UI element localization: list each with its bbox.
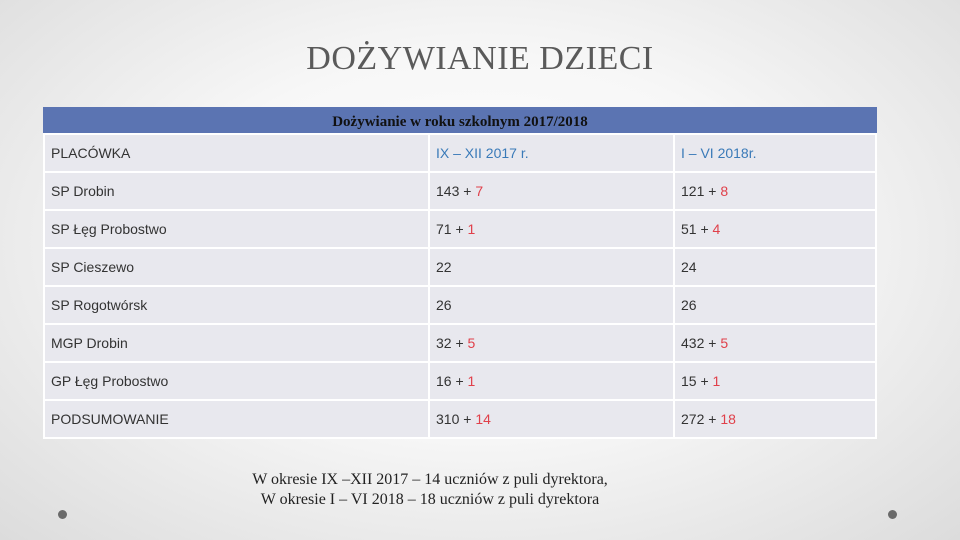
count-2017-cell: 32 + 5 [428, 323, 675, 363]
base-count: 32 [436, 335, 452, 351]
placowka-cell: PODSUMOWANIE [43, 399, 430, 439]
base-count: 310 [436, 411, 460, 427]
decorative-dot-right [888, 510, 897, 519]
table-row: GP Łęg Probostwo 16 + 1 15 + 1 [43, 361, 877, 401]
footer-line-2: W okresie I – VI 2018 – 18 uczniów z pul… [260, 491, 600, 508]
base-count: 26 [436, 297, 452, 313]
base-count: 16 [436, 373, 452, 389]
additional-count: 8 [720, 183, 729, 199]
plus-sign: + [704, 335, 721, 351]
table-row: SP Rogotwórsk 26 26 [43, 285, 877, 325]
plus-sign: + [451, 335, 468, 351]
placowka-cell: GP Łęg Probostwo [43, 361, 430, 401]
plus-sign: + [704, 183, 721, 199]
plus-sign: + [696, 221, 713, 237]
base-count: 22 [436, 259, 452, 275]
base-count: 121 [681, 183, 705, 199]
table-row: SP Drobin 143 + 7 121 + 8 [43, 171, 877, 211]
additional-count: 5 [467, 335, 476, 351]
count-2018-cell: 121 + 8 [673, 171, 877, 211]
additional-count: 7 [475, 183, 484, 199]
base-count: 24 [681, 259, 697, 275]
additional-count: 1 [467, 221, 476, 237]
table-title: Dożywianie w roku szkolnym 2017/2018 [43, 107, 877, 133]
count-2017-cell: 143 + 7 [428, 171, 675, 211]
base-count: 51 [681, 221, 697, 237]
slide-title: DOŻYWIANIE DZIECI [306, 40, 654, 77]
placowka-cell: SP Cieszewo [43, 247, 430, 287]
count-2017-cell: 16 + 1 [428, 361, 675, 401]
footer-note: W okresie IX –XII 2017 – 14 uczniów z pu… [0, 470, 860, 510]
plus-sign: + [704, 411, 721, 427]
table-header-row: PLACÓWKA IX – XII 2017 r. I – VI 2018r. [43, 133, 877, 173]
count-2018-cell: 24 [673, 247, 877, 287]
header-period-2017: IX – XII 2017 r. [428, 133, 675, 173]
footer-line-1: W okresie IX –XII 2017 – 14 uczniów z pu… [252, 471, 608, 488]
count-2017-cell: 22 [428, 247, 675, 287]
plus-sign: + [459, 411, 476, 427]
plus-sign: + [451, 373, 468, 389]
plus-sign: + [451, 221, 468, 237]
placowka-cell: MGP Drobin [43, 323, 430, 363]
additional-count: 1 [467, 373, 476, 389]
additional-count: 14 [475, 411, 491, 427]
base-count: 432 [681, 335, 705, 351]
plus-sign: + [696, 373, 713, 389]
base-count: 71 [436, 221, 452, 237]
additional-count: 1 [712, 373, 721, 389]
count-2017-cell: 26 [428, 285, 675, 325]
header-period-2018: I – VI 2018r. [673, 133, 877, 173]
placowka-cell: SP Rogotwórsk [43, 285, 430, 325]
count-2018-cell: 272 + 18 [673, 399, 877, 439]
feeding-table: Dożywianie w roku szkolnym 2017/2018 PLA… [43, 107, 877, 439]
additional-count: 5 [720, 335, 729, 351]
base-count: 15 [681, 373, 697, 389]
table-row: SP Cieszewo 22 24 [43, 247, 877, 287]
base-count: 272 [681, 411, 705, 427]
decorative-dot-left [58, 510, 67, 519]
count-2018-cell: 432 + 5 [673, 323, 877, 363]
count-2017-cell: 71 + 1 [428, 209, 675, 249]
base-count: 143 [436, 183, 460, 199]
count-2018-cell: 15 + 1 [673, 361, 877, 401]
additional-count: 4 [712, 221, 721, 237]
count-2018-cell: 26 [673, 285, 877, 325]
header-placowka: PLACÓWKA [43, 133, 430, 173]
additional-count: 18 [720, 411, 736, 427]
count-2018-cell: 51 + 4 [673, 209, 877, 249]
base-count: 26 [681, 297, 697, 313]
table-row: PODSUMOWANIE 310 + 14 272 + 18 [43, 399, 877, 439]
plus-sign: + [459, 183, 476, 199]
placowka-cell: SP Drobin [43, 171, 430, 211]
count-2017-cell: 310 + 14 [428, 399, 675, 439]
placowka-cell: SP Łęg Probostwo [43, 209, 430, 249]
table-row: MGP Drobin 32 + 5 432 + 5 [43, 323, 877, 363]
table-row: SP Łęg Probostwo 71 + 1 51 + 4 [43, 209, 877, 249]
